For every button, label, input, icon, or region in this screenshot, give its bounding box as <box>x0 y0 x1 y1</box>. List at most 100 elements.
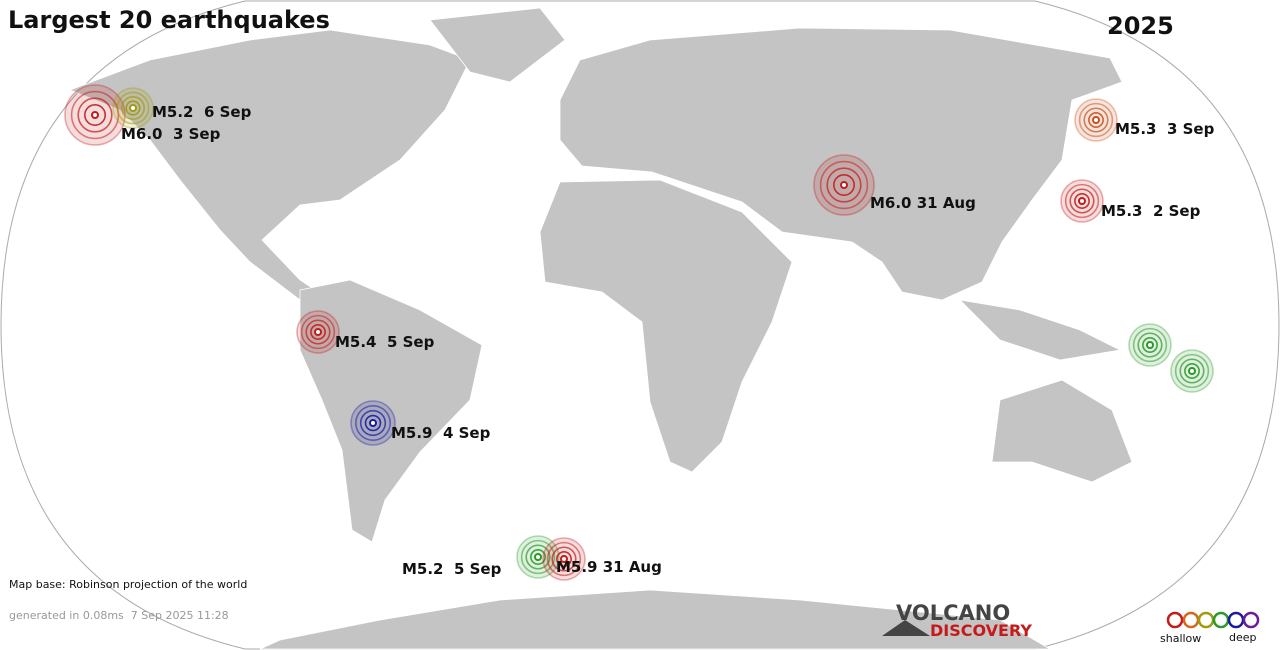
depth-rings <box>1166 611 1260 629</box>
generated: generated in 0.08ms 7 Sep 2025 11:28 <box>9 609 229 622</box>
quake-ring <box>556 551 572 567</box>
quake-ring <box>1078 102 1114 138</box>
africa <box>539 179 793 473</box>
year: 2025 <box>1107 12 1174 40</box>
quake-ring <box>530 549 546 565</box>
quake-label: M5.9 31 Aug <box>556 558 662 576</box>
quake <box>542 537 586 581</box>
quake <box>516 535 560 579</box>
quake-center <box>1146 341 1154 349</box>
antarctica <box>259 589 1052 650</box>
quake-label: M6.0 3 Sep <box>121 125 221 143</box>
quake-ring <box>1064 183 1100 219</box>
quake <box>813 154 875 216</box>
quake-center <box>91 111 99 119</box>
quake-ring <box>1060 179 1104 223</box>
quake-label: M5.2 5 Sep <box>402 560 502 578</box>
quake-label: M5.3 3 Sep <box>1115 120 1215 138</box>
quake-ring <box>121 96 146 121</box>
quake-ring <box>350 400 396 446</box>
quake-ring <box>1132 327 1168 363</box>
quake <box>64 84 126 146</box>
quake-ring <box>1174 353 1210 389</box>
quake-ring <box>364 414 382 432</box>
quake-ring <box>516 535 560 579</box>
quake-center <box>314 328 322 336</box>
map-base: Map base: Robinson projection of the wor… <box>9 578 247 591</box>
quake-ring <box>1137 332 1163 358</box>
quake <box>296 310 340 354</box>
quake-center <box>840 181 848 189</box>
quake-ring <box>77 97 113 133</box>
depth-ring <box>1212 611 1230 629</box>
quake-ring <box>819 160 869 210</box>
quake-center <box>1078 197 1086 205</box>
quake <box>112 87 154 129</box>
quake <box>1060 179 1104 223</box>
quake-ring <box>305 319 331 345</box>
quake-center <box>129 104 137 112</box>
quake <box>350 400 396 446</box>
quake-center <box>369 419 377 427</box>
title: Largest 20 earthquakes <box>8 6 330 34</box>
quake-label: M5.3 2 Sep <box>1101 202 1201 220</box>
quake-ring <box>1083 107 1109 133</box>
quake-ring <box>826 167 862 203</box>
logo-icon <box>882 620 930 636</box>
quake-ring <box>300 314 336 350</box>
quake-label: M5.4 5 Sep <box>335 333 435 351</box>
quakes: M5.2 6 Sep M6.0 3 Sep M5.3 3 Sep M6.0 31 Au… <box>64 84 1215 581</box>
unlabeled-quakes <box>1128 323 1214 393</box>
depth-ring <box>1197 611 1215 629</box>
quake-ring <box>551 546 577 572</box>
quake-ring <box>1088 112 1104 128</box>
quake-ring <box>112 87 154 129</box>
quake-ring <box>1179 358 1205 384</box>
quake-ring <box>542 537 586 581</box>
depth-shallow: shallow <box>1160 632 1201 645</box>
quake-ring <box>525 544 551 570</box>
quake-ring <box>296 310 340 354</box>
quake-ring <box>1128 323 1172 367</box>
land <box>68 7 1133 650</box>
quake-center <box>560 555 568 563</box>
quake-label: M5.9 4 Sep <box>391 424 491 442</box>
quake-ring <box>1069 188 1095 214</box>
logo-line1: VOLCANO <box>896 601 1010 625</box>
north-america <box>68 29 471 301</box>
quake-ring <box>1142 337 1158 353</box>
quake-ring <box>1074 193 1090 209</box>
quake-ring <box>1170 349 1214 393</box>
eurasia <box>559 27 1123 301</box>
australia <box>991 379 1133 483</box>
indonesia <box>958 299 1122 361</box>
quake-ring <box>125 100 141 116</box>
quake-ring <box>116 91 150 125</box>
south-america <box>299 279 483 543</box>
depth-ring <box>1242 611 1260 629</box>
greenland <box>429 7 566 83</box>
quake-ring <box>1184 363 1200 379</box>
quake-center <box>534 553 542 561</box>
quake-ring <box>84 104 107 127</box>
quake-ring <box>359 409 387 437</box>
quake-label: M6.0 31 Aug <box>870 194 976 212</box>
depth-ring <box>1166 611 1184 629</box>
logo-line2: DISCOVERY <box>930 621 1032 640</box>
quake-ring <box>832 174 855 197</box>
quake-ring <box>310 324 326 340</box>
quake-ring <box>813 154 875 216</box>
quake-ring <box>520 539 556 575</box>
quake <box>1074 98 1118 142</box>
quake-center <box>1188 367 1196 375</box>
depth-ring <box>1227 611 1245 629</box>
quake-ring <box>355 405 391 441</box>
depth-ring <box>1182 611 1200 629</box>
quake-center <box>1092 116 1100 124</box>
quake-ring <box>1074 98 1118 142</box>
quake-label: M5.2 6 Sep <box>152 103 252 121</box>
quake-ring <box>546 541 582 577</box>
depth-deep: deep <box>1229 631 1257 644</box>
